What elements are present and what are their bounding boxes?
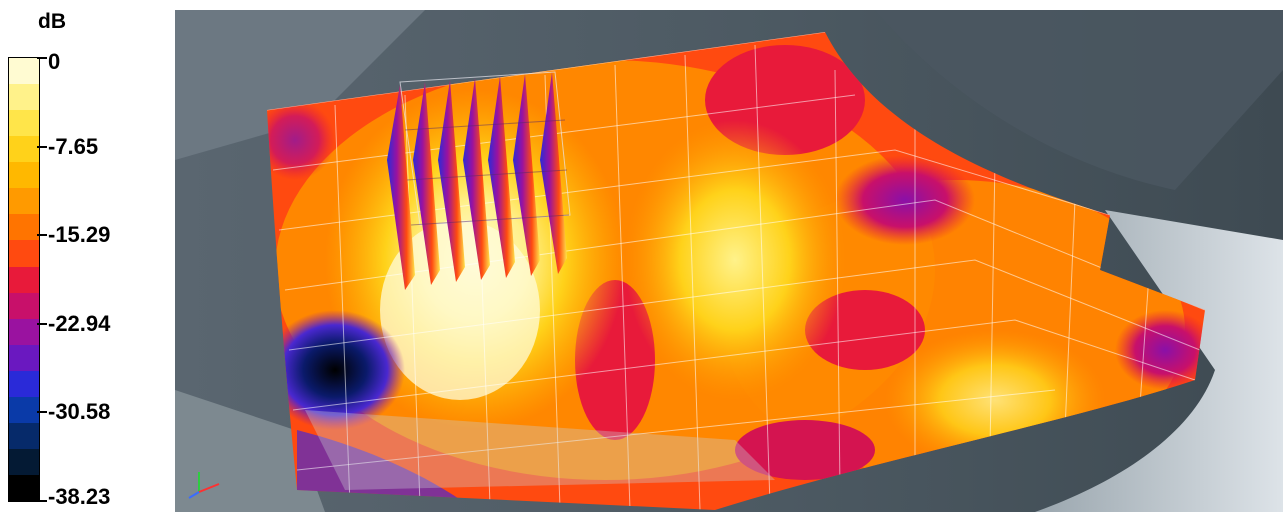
- colorbar-band: [9, 188, 39, 215]
- colorbar-tick: [37, 234, 47, 237]
- colorbar-band: [9, 448, 39, 475]
- colorbar-tick: [37, 500, 47, 502]
- colorbar-tick: [37, 57, 47, 59]
- colorbar-tick: [37, 145, 47, 148]
- floor-right: [1035, 210, 1283, 512]
- colorbar-tick: [37, 411, 47, 414]
- colorbar-band: [9, 240, 39, 267]
- colorbar-band: [9, 422, 39, 449]
- floor-slab: [305, 410, 775, 490]
- speaker-array: [387, 71, 571, 290]
- colorbar-band: [9, 162, 39, 189]
- colorbar-band: [9, 475, 39, 502]
- floor-left: [175, 390, 325, 512]
- colorbar-band: [9, 266, 39, 293]
- colorbar-band: [9, 370, 39, 397]
- colorbar-tick-label: -22.94: [48, 310, 111, 336]
- colorbar-legend: dB 0 -7.65 -15.29 -22.94 -30.58 -38.23: [0, 0, 175, 512]
- colorbar-band: [9, 318, 39, 345]
- colorbar-tick-label: -15.29: [48, 222, 111, 248]
- ceiling: [415, 10, 1283, 190]
- acoustic-heatmap-scene: [175, 10, 1283, 512]
- colorbar-band: [9, 214, 39, 241]
- colorbar-tick-label: -38.23: [48, 484, 111, 509]
- colorbar-tick-label: 0: [48, 49, 61, 74]
- wall-left: [175, 10, 425, 160]
- colorbar-band: [9, 396, 39, 423]
- colorbar-band: [9, 136, 39, 163]
- legend-title: dB: [38, 10, 66, 33]
- colorbar-band: [9, 292, 39, 319]
- 3d-viewport[interactable]: [175, 10, 1283, 512]
- colorbar-tick-label: -30.58: [48, 399, 111, 425]
- colorbar-band: [9, 84, 39, 111]
- colorbar-band: [9, 110, 39, 137]
- axis-triad-icon: [188, 472, 220, 499]
- colorbar-tick: [37, 322, 47, 325]
- colorbar-band: [9, 58, 39, 85]
- colorbar-band: [9, 344, 39, 371]
- colorbar: [8, 57, 40, 502]
- colorbar-tick-label: -7.65: [48, 133, 99, 159]
- mesh-grid: [267, 32, 1205, 510]
